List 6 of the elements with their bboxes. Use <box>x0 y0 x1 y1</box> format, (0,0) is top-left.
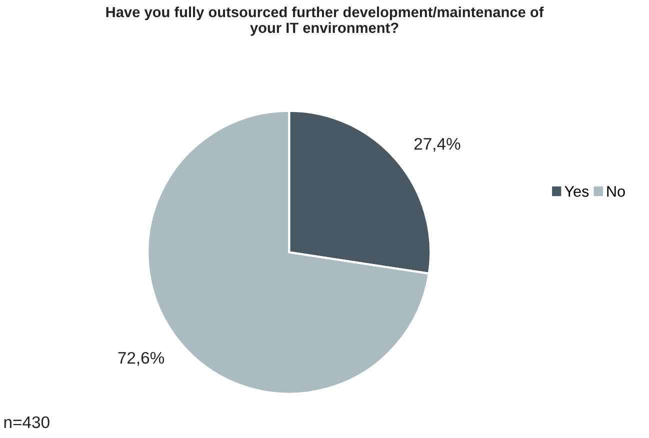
legend-label: Yes <box>564 186 589 197</box>
data-label: 72,6% <box>118 352 164 366</box>
chart-title: Have you fully outsourced further development/maintenance of your IT environment? <box>106 6 544 36</box>
data-label: 27,4% <box>414 138 460 152</box>
text: n=430 <box>4 416 50 428</box>
legend-label: No <box>607 186 625 197</box>
